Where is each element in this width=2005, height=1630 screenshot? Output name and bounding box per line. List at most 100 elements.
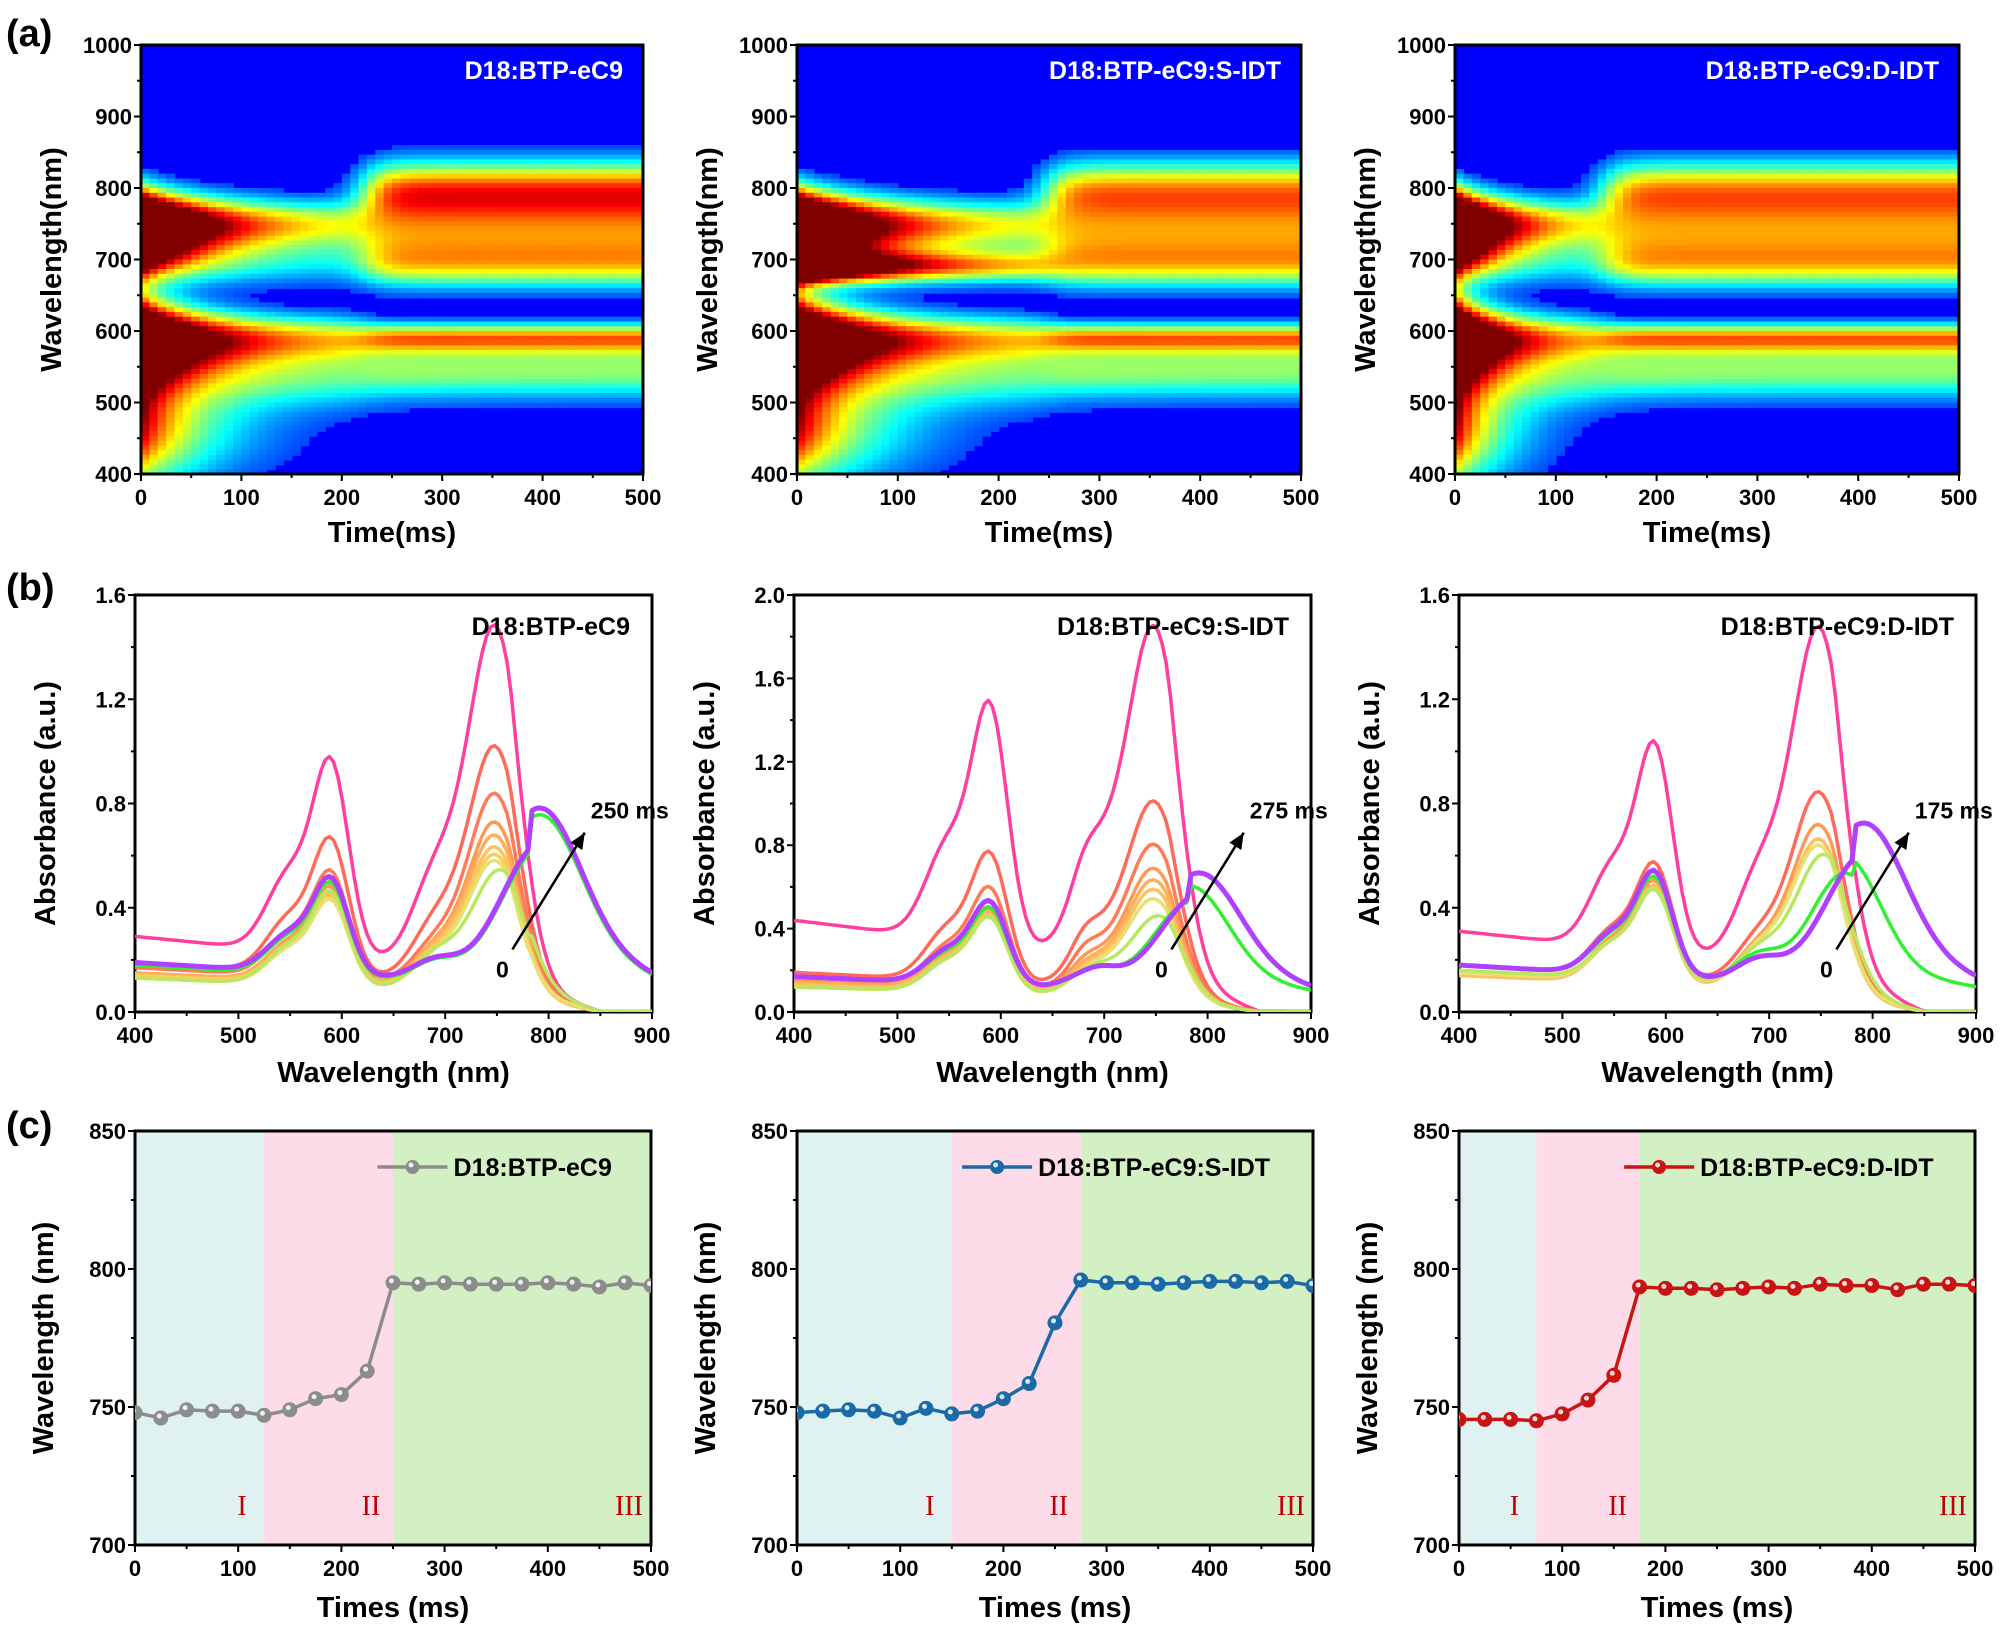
heatmap-cell xyxy=(450,235,460,242)
heatmap-cell xyxy=(366,168,377,175)
heatmap-cell xyxy=(939,364,949,370)
heatmap-cell xyxy=(634,250,643,256)
heatmap-cell xyxy=(551,397,561,404)
heatmap-cell xyxy=(425,402,435,409)
heatmap-cell xyxy=(617,340,628,347)
heatmap-cell xyxy=(149,440,159,447)
heatmap-cell xyxy=(191,278,201,285)
heatmap-cell xyxy=(249,359,259,366)
heatmap-cell xyxy=(813,207,823,213)
heatmap-cell xyxy=(241,373,251,380)
heatmap-cell xyxy=(442,393,452,399)
heatmap-cell xyxy=(998,340,1008,347)
heatmap-cell xyxy=(542,240,552,246)
heatmap-cell xyxy=(956,216,966,223)
heatmap-cell xyxy=(872,202,882,208)
heatmap-cell xyxy=(830,283,840,289)
heatmap-cell xyxy=(492,235,502,242)
heatmap-cell xyxy=(492,173,502,180)
heatmap-cell xyxy=(458,154,469,161)
heatmap-cell xyxy=(475,321,485,328)
heatmap-cell xyxy=(1032,311,1042,318)
heatmap-cell xyxy=(576,345,586,351)
heatmap-cell xyxy=(822,207,832,213)
heatmap-cell xyxy=(358,354,368,361)
heatmap-cell xyxy=(392,350,402,356)
heatmap-cell xyxy=(467,197,477,204)
heatmap-cell xyxy=(1032,326,1042,332)
heatmap-cell xyxy=(442,183,452,189)
heatmap-cell xyxy=(998,331,1008,337)
heatmap-cell xyxy=(931,388,941,394)
heatmap-cell xyxy=(199,364,209,370)
heatmap-cell xyxy=(990,421,1000,428)
heatmap-cell xyxy=(559,364,569,370)
heatmap-cell xyxy=(542,149,552,156)
heatmap-cell xyxy=(914,450,924,456)
heatmap-cell xyxy=(965,407,975,413)
heatmap-cell xyxy=(634,197,643,204)
heatmap-cell xyxy=(576,359,586,366)
heatmap-cell xyxy=(308,269,318,275)
heatmap-cell xyxy=(199,192,209,199)
heatmap-cell xyxy=(500,216,510,223)
heatmap-cell xyxy=(258,412,268,418)
heatmap-cell xyxy=(931,445,941,451)
heatmap-cell xyxy=(601,393,611,399)
heatmap-cell xyxy=(392,326,402,332)
heatmap-cell xyxy=(199,311,209,318)
heatmap-cell xyxy=(797,345,807,351)
y-tick-label: 900 xyxy=(95,105,132,130)
heatmap-cell xyxy=(881,245,891,251)
heatmap-cell xyxy=(855,412,865,418)
heatmap-cell xyxy=(939,230,949,237)
heatmap-cell xyxy=(450,335,460,342)
heatmap-cell xyxy=(517,259,527,266)
heatmap-cell xyxy=(1007,240,1017,246)
heatmap-cell xyxy=(872,230,882,237)
heatmap-cell xyxy=(1049,207,1059,213)
heatmap-cell xyxy=(855,326,865,332)
heatmap-cell xyxy=(383,188,393,194)
heatmap-cell xyxy=(551,335,561,342)
heatmap-cell xyxy=(559,283,569,289)
heatmap-cell xyxy=(383,254,393,261)
heatmap-cell xyxy=(830,440,840,447)
heatmap-cell xyxy=(948,245,958,251)
heatmap-cell xyxy=(931,426,941,432)
heatmap-cell xyxy=(199,388,209,394)
heatmap-cell xyxy=(467,340,477,347)
heatmap-cell xyxy=(400,273,410,280)
heatmap-cell xyxy=(341,211,351,218)
heatmap-cell xyxy=(383,359,393,366)
heatmap-cell xyxy=(797,254,807,261)
heatmap-cell xyxy=(948,230,958,237)
heatmap-cell xyxy=(500,221,510,227)
heatmap-cell xyxy=(166,173,176,180)
heatmap-cell xyxy=(1040,378,1050,385)
heatmap-cell xyxy=(797,445,807,451)
heatmap-cell xyxy=(392,207,402,213)
heatmap-cell xyxy=(931,216,941,223)
heatmap-cell xyxy=(484,254,494,261)
heatmap-cell xyxy=(609,364,619,370)
heatmap-cell xyxy=(408,207,418,213)
heatmap-cell xyxy=(897,254,907,261)
heatmap-cell xyxy=(216,393,226,399)
heatmap-cell xyxy=(383,340,393,347)
heatmap-cell xyxy=(567,354,577,361)
heatmap-cell xyxy=(400,259,410,266)
heatmap-cell xyxy=(830,335,840,342)
heatmap-cell xyxy=(534,292,544,299)
heatmap-cell xyxy=(609,197,619,204)
heatmap-cell xyxy=(417,264,427,270)
heatmap-cell xyxy=(216,292,226,299)
heatmap-cell xyxy=(492,331,502,337)
heatmap-cell xyxy=(931,454,941,461)
heatmap-cell xyxy=(333,264,343,270)
heatmap-cell xyxy=(149,393,159,399)
heatmap-cell xyxy=(492,378,502,385)
heatmap-cell xyxy=(897,245,907,251)
heatmap-cell xyxy=(458,235,469,242)
heatmap-cell xyxy=(813,311,823,318)
